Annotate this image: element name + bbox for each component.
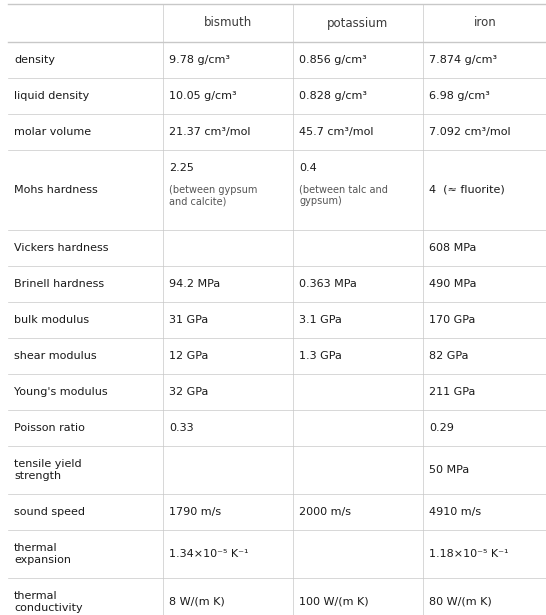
Text: 608 MPa: 608 MPa — [429, 243, 476, 253]
Text: 1.3 GPa: 1.3 GPa — [299, 351, 342, 361]
Text: 45.7 cm³/mol: 45.7 cm³/mol — [299, 127, 373, 137]
Text: 6.98 g/cm³: 6.98 g/cm³ — [429, 91, 490, 101]
Text: Mohs hardness: Mohs hardness — [14, 185, 98, 195]
Text: 9.78 g/cm³: 9.78 g/cm³ — [169, 55, 230, 65]
Text: 170 GPa: 170 GPa — [429, 315, 476, 325]
Text: sound speed: sound speed — [14, 507, 85, 517]
Text: 2000 m/s: 2000 m/s — [299, 507, 351, 517]
Text: 21.37 cm³/mol: 21.37 cm³/mol — [169, 127, 251, 137]
Text: 3.1 GPa: 3.1 GPa — [299, 315, 342, 325]
Text: iron: iron — [474, 17, 497, 30]
Text: 32 GPa: 32 GPa — [169, 387, 209, 397]
Text: 0.856 g/cm³: 0.856 g/cm³ — [299, 55, 367, 65]
Text: 12 GPa: 12 GPa — [169, 351, 209, 361]
Text: 2.25: 2.25 — [169, 162, 194, 173]
Text: Brinell hardness: Brinell hardness — [14, 279, 104, 289]
Text: 100 W/(m K): 100 W/(m K) — [299, 597, 369, 607]
Text: (between talc and
gypsum): (between talc and gypsum) — [299, 184, 388, 207]
Text: bulk modulus: bulk modulus — [14, 315, 89, 325]
Text: 8 W/(m K): 8 W/(m K) — [169, 597, 225, 607]
Text: thermal
conductivity: thermal conductivity — [14, 591, 82, 613]
Text: 80 W/(m K): 80 W/(m K) — [429, 597, 492, 607]
Text: 0.4: 0.4 — [299, 162, 317, 173]
Text: 0.29: 0.29 — [429, 423, 454, 433]
Text: potassium: potassium — [328, 17, 389, 30]
Text: 31 GPa: 31 GPa — [169, 315, 208, 325]
Text: 0.363 MPa: 0.363 MPa — [299, 279, 357, 289]
Text: 0.828 g/cm³: 0.828 g/cm³ — [299, 91, 367, 101]
Text: 1.18×10⁻⁵ K⁻¹: 1.18×10⁻⁵ K⁻¹ — [429, 549, 508, 559]
Text: 94.2 MPa: 94.2 MPa — [169, 279, 220, 289]
Text: molar volume: molar volume — [14, 127, 91, 137]
Text: Vickers hardness: Vickers hardness — [14, 243, 109, 253]
Text: 211 GPa: 211 GPa — [429, 387, 476, 397]
Text: density: density — [14, 55, 55, 65]
Text: 1.34×10⁻⁵ K⁻¹: 1.34×10⁻⁵ K⁻¹ — [169, 549, 248, 559]
Text: 1790 m/s: 1790 m/s — [169, 507, 221, 517]
Text: 50 MPa: 50 MPa — [429, 465, 469, 475]
Text: (between gypsum
and calcite): (between gypsum and calcite) — [169, 184, 257, 207]
Text: bismuth: bismuth — [204, 17, 252, 30]
Text: 0.33: 0.33 — [169, 423, 194, 433]
Text: shear modulus: shear modulus — [14, 351, 97, 361]
Text: 4  (≈ fluorite): 4 (≈ fluorite) — [429, 185, 505, 195]
Text: 82 GPa: 82 GPa — [429, 351, 468, 361]
Text: liquid density: liquid density — [14, 91, 89, 101]
Text: 7.874 g/cm³: 7.874 g/cm³ — [429, 55, 497, 65]
Text: 490 MPa: 490 MPa — [429, 279, 477, 289]
Text: Young's modulus: Young's modulus — [14, 387, 108, 397]
Text: Poisson ratio: Poisson ratio — [14, 423, 85, 433]
Text: thermal
expansion: thermal expansion — [14, 543, 71, 565]
Text: 4910 m/s: 4910 m/s — [429, 507, 481, 517]
Text: tensile yield
strength: tensile yield strength — [14, 459, 81, 481]
Text: 7.092 cm³/mol: 7.092 cm³/mol — [429, 127, 511, 137]
Text: 10.05 g/cm³: 10.05 g/cm³ — [169, 91, 236, 101]
